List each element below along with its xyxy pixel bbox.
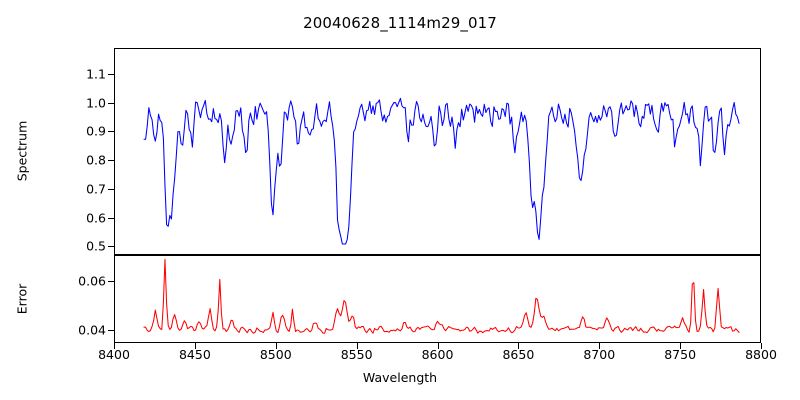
xtick-label: 8500: [259, 347, 292, 362]
xtick-label: 8750: [664, 347, 697, 362]
spectrum-y-axis-label: Spectrum: [14, 120, 30, 182]
xtick-mark: [356, 343, 358, 349]
xtick-mark: [518, 343, 520, 349]
spectrum-ytick-mark: [108, 160, 114, 162]
spectrum-ytick-label: 0.8: [86, 152, 106, 168]
xtick-mark: [194, 343, 196, 349]
spectrum-ytick-label: 0.7: [86, 181, 106, 197]
spectrum-ytick-mark: [108, 131, 114, 133]
error-ytick-mark: [108, 329, 114, 331]
spectrum-ytick-mark: [108, 188, 114, 190]
spectrum-ytick-mark: [108, 246, 114, 248]
spectrum-ytick-label: 0.5: [86, 238, 106, 254]
xtick-mark: [680, 343, 682, 349]
xtick-label: 8700: [583, 347, 616, 362]
spectrum-panel: [114, 48, 761, 255]
error-ytick-mark: [108, 280, 114, 282]
spectrum-ytick-mark: [108, 102, 114, 104]
xtick-label: 8650: [502, 347, 535, 362]
xtick-label: 8450: [178, 347, 211, 362]
xtick-label: 8600: [421, 347, 454, 362]
chart-title: 20040628_1114m29_017: [303, 14, 497, 32]
error-ytick-label: 0.06: [78, 273, 106, 289]
spectrum-series: [143, 97, 740, 245]
xtick-mark: [275, 343, 277, 349]
x-axis-label: Wavelength: [362, 370, 438, 385]
spectrum-ytick-label: 0.9: [86, 123, 106, 139]
xtick-label: 8800: [745, 347, 777, 362]
xtick-mark: [599, 343, 601, 349]
error-panel: [114, 255, 761, 343]
xtick-label: 8550: [340, 347, 373, 362]
xtick-label: 8400: [98, 347, 130, 362]
xtick-mark: [761, 343, 763, 349]
xtick-mark: [437, 343, 439, 349]
spectrum-ytick-label: 0.6: [86, 210, 106, 226]
spectrum-ytick-mark: [108, 217, 114, 219]
error-series: [143, 258, 740, 334]
error-y-axis-label: Error: [14, 283, 30, 315]
spectrum-ytick-mark: [108, 73, 114, 75]
error-ytick-label: 0.04: [78, 322, 106, 338]
spectrum-ytick-label: 1.0: [86, 95, 106, 111]
xtick-mark: [114, 343, 116, 349]
spectrum-ytick-label: 1.1: [86, 66, 106, 82]
